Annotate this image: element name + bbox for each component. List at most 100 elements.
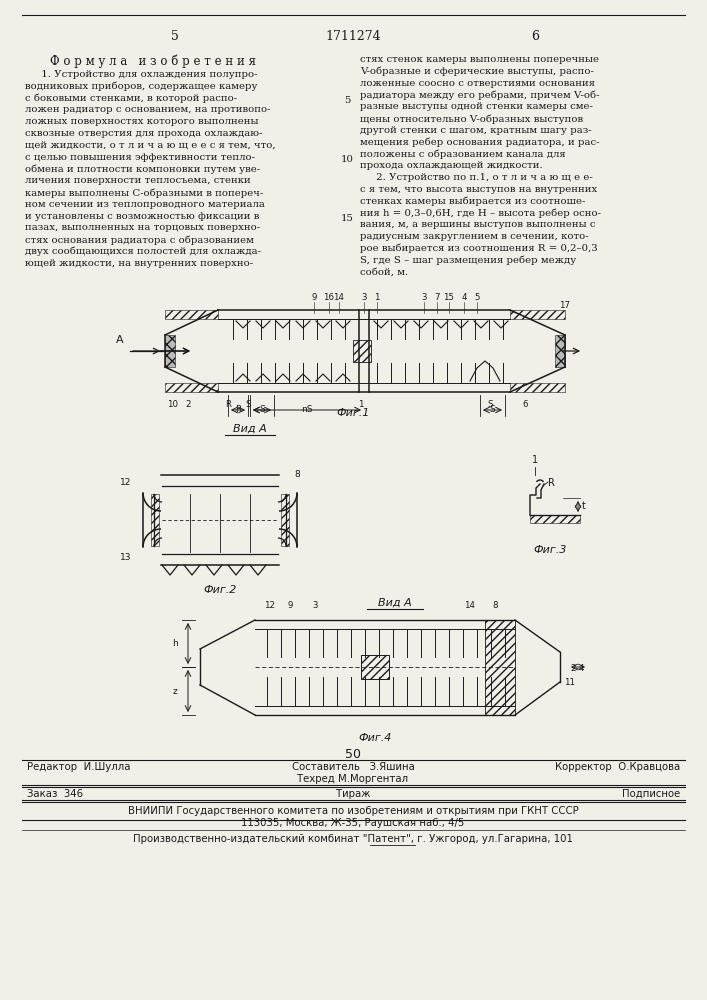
Bar bbox=[353, 340, 371, 362]
Text: Фиг.3: Фиг.3 bbox=[533, 545, 567, 555]
Text: Производственно-издательский комбинат "Патент", г. Ужгород, ул.Гагарина, 101: Производственно-издательский комбинат "П… bbox=[133, 834, 573, 844]
Text: nS: nS bbox=[301, 405, 312, 414]
Text: ющей жидкости, на внутренних поверхно-: ющей жидкости, на внутренних поверхно- bbox=[25, 259, 253, 268]
Text: ном сечении из теплопроводного материала: ном сечении из теплопроводного материала bbox=[25, 200, 265, 209]
Text: Фиг.4: Фиг.4 bbox=[358, 733, 392, 743]
Bar bbox=[485, 620, 515, 715]
Text: с боковыми стенками, в которой распо-: с боковыми стенками, в которой распо- bbox=[25, 94, 237, 103]
Text: Корректор  О.Кравцова: Корректор О.Кравцова bbox=[555, 762, 680, 772]
Text: S: S bbox=[490, 405, 496, 414]
Text: с целью повышения эффективности тепло-: с целью повышения эффективности тепло- bbox=[25, 153, 255, 162]
Text: S: S bbox=[487, 400, 493, 409]
Bar bbox=[361, 655, 389, 679]
Text: 8: 8 bbox=[294, 470, 300, 479]
Text: Ф о р м у л а   и з о б р е т е н и я: Ф о р м у л а и з о б р е т е н и я bbox=[50, 55, 256, 68]
Text: 3: 3 bbox=[312, 601, 317, 610]
Text: пазах, выполненных на торцовых поверхно-: пазах, выполненных на торцовых поверхно- bbox=[25, 223, 260, 232]
Bar bbox=[555, 335, 565, 367]
Text: прохода охлаждающей жидкости.: прохода охлаждающей жидкости. bbox=[360, 161, 543, 170]
Text: Заказ  346: Заказ 346 bbox=[27, 789, 83, 799]
Text: вания, м, а вершины выступов выполнены с: вания, м, а вершины выступов выполнены с bbox=[360, 220, 595, 229]
Bar bbox=[510, 383, 565, 392]
Text: S, где S – шаг размещения ребер между: S, где S – шаг размещения ребер между bbox=[360, 256, 576, 265]
Bar bbox=[165, 335, 175, 367]
Text: мещения ребер основания радиатора, и рас-: мещения ребер основания радиатора, и рас… bbox=[360, 138, 600, 147]
Text: Техред М.Моргентал: Техред М.Моргентал bbox=[298, 774, 409, 784]
Text: 1. Устройство для охлаждения полупро-: 1. Устройство для охлаждения полупро- bbox=[25, 70, 257, 79]
Text: Составитель   З.Яшина: Составитель З.Яшина bbox=[291, 762, 414, 772]
Text: 1: 1 bbox=[532, 455, 538, 465]
Text: 5: 5 bbox=[474, 293, 480, 302]
Text: щены относительно V-образных выступов: щены относительно V-образных выступов bbox=[360, 114, 583, 123]
Text: 4: 4 bbox=[461, 293, 467, 302]
Bar bbox=[151, 494, 159, 546]
Text: 9: 9 bbox=[311, 293, 317, 302]
Text: личения поверхности теплосъема, стенки: личения поверхности теплосъема, стенки bbox=[25, 176, 251, 185]
Text: 10: 10 bbox=[168, 400, 178, 409]
Bar bbox=[530, 515, 580, 523]
Text: рое выбирается из соотношения R = 0,2–0,3: рое выбирается из соотношения R = 0,2–0,… bbox=[360, 244, 597, 253]
Text: R: R bbox=[225, 400, 231, 409]
Text: 2: 2 bbox=[185, 400, 191, 409]
Text: 3: 3 bbox=[421, 293, 427, 302]
Text: Фиг.2: Фиг.2 bbox=[204, 585, 237, 595]
Text: 14: 14 bbox=[334, 293, 344, 302]
Text: 1711274: 1711274 bbox=[325, 30, 381, 43]
Text: разные выступы одной стенки камеры сме-: разные выступы одной стенки камеры сме- bbox=[360, 102, 593, 111]
Text: 2. Устройство по п.1, о т л и ч а ю щ е е-: 2. Устройство по п.1, о т л и ч а ю щ е … bbox=[360, 173, 592, 182]
Text: 13: 13 bbox=[119, 553, 131, 562]
Text: ния h = 0,3–0,6H, где H – высота ребер осно-: ния h = 0,3–0,6H, где H – высота ребер о… bbox=[360, 208, 601, 218]
Text: радиусным закруглением в сечении, кото-: радиусным закруглением в сечении, кото- bbox=[360, 232, 589, 241]
Text: 6: 6 bbox=[531, 30, 539, 43]
Text: собой, м.: собой, м. bbox=[360, 267, 408, 276]
Text: Фиг.1: Фиг.1 bbox=[337, 408, 370, 418]
Text: 10: 10 bbox=[341, 155, 354, 164]
Text: 15: 15 bbox=[443, 293, 455, 302]
Text: положены с образованием канала для: положены с образованием канала для bbox=[360, 149, 566, 159]
Text: радиатора между его ребрами, причем V-об-: радиатора между его ребрами, причем V-об… bbox=[360, 90, 600, 100]
Text: 12: 12 bbox=[264, 601, 276, 610]
Text: камеры выполнены С-образными в попереч-: камеры выполнены С-образными в попереч- bbox=[25, 188, 263, 198]
Text: 12: 12 bbox=[119, 478, 131, 487]
Text: обмена и плотности компоновки путем уве-: обмена и плотности компоновки путем уве- bbox=[25, 164, 260, 174]
Text: 1: 1 bbox=[358, 400, 363, 409]
Text: 7: 7 bbox=[434, 293, 440, 302]
Text: водниковых приборов, содержащее камеру: водниковых приборов, содержащее камеру bbox=[25, 82, 257, 91]
Text: ложен радиатор с основанием, на противопо-: ложен радиатор с основанием, на противоп… bbox=[25, 105, 271, 114]
Text: 14: 14 bbox=[464, 601, 476, 610]
Text: Тираж: Тираж bbox=[336, 789, 370, 799]
Text: ложенные соосно с отверстиями основания: ложенные соосно с отверстиями основания bbox=[360, 79, 595, 88]
Text: с я тем, что высота выступов на внутренних: с я тем, что высота выступов на внутренн… bbox=[360, 185, 597, 194]
Text: S: S bbox=[259, 405, 265, 414]
Text: 16: 16 bbox=[324, 293, 334, 302]
Text: сквозные отверстия для прохода охлаждаю-: сквозные отверстия для прохода охлаждаю- bbox=[25, 129, 262, 138]
Bar bbox=[165, 383, 218, 392]
Text: A: A bbox=[116, 335, 124, 345]
Text: h: h bbox=[172, 639, 178, 648]
Text: 50: 50 bbox=[345, 748, 361, 761]
Text: двух сообщающихся полостей для охлажда-: двух сообщающихся полостей для охлажда- bbox=[25, 247, 261, 256]
Text: стенках камеры выбирается из соотноше-: стенках камеры выбирается из соотноше- bbox=[360, 197, 585, 206]
Text: и установлены с возможностью фиксации в: и установлены с возможностью фиксации в bbox=[25, 212, 259, 221]
Text: Редактор  И.Шулла: Редактор И.Шулла bbox=[27, 762, 131, 772]
Text: R: R bbox=[235, 405, 241, 414]
Text: 113035, Москва, Ж-35, Раушская наб., 4/5: 113035, Москва, Ж-35, Раушская наб., 4/5 bbox=[241, 818, 464, 828]
Text: 8: 8 bbox=[492, 601, 498, 610]
Text: 17: 17 bbox=[559, 301, 571, 310]
Text: стях основания радиатора с образованием: стях основания радиатора с образованием bbox=[25, 235, 254, 245]
Text: 3: 3 bbox=[361, 293, 367, 302]
Text: Вид А: Вид А bbox=[378, 598, 412, 608]
Text: V-образные и сферические выступы, распо-: V-образные и сферические выступы, распо- bbox=[360, 67, 594, 76]
Text: z: z bbox=[173, 686, 177, 696]
Text: стях стенок камеры выполнены поперечные: стях стенок камеры выполнены поперечные bbox=[360, 55, 599, 64]
Text: щей жидкости, о т л и ч а ю щ е е с я тем, что,: щей жидкости, о т л и ч а ю щ е е с я те… bbox=[25, 141, 276, 150]
Text: другой стенки с шагом, кратным шагу раз-: другой стенки с шагом, кратным шагу раз- bbox=[360, 126, 592, 135]
Text: Вид А: Вид А bbox=[233, 424, 267, 434]
Text: 11: 11 bbox=[564, 678, 575, 687]
Bar bbox=[281, 494, 289, 546]
Text: ложных поверхностях которого выполнены: ложных поверхностях которого выполнены bbox=[25, 117, 259, 126]
Text: 5: 5 bbox=[171, 30, 179, 43]
Text: 9: 9 bbox=[287, 601, 293, 610]
Text: Подписное: Подписное bbox=[621, 789, 680, 799]
Text: 5: 5 bbox=[344, 96, 350, 105]
